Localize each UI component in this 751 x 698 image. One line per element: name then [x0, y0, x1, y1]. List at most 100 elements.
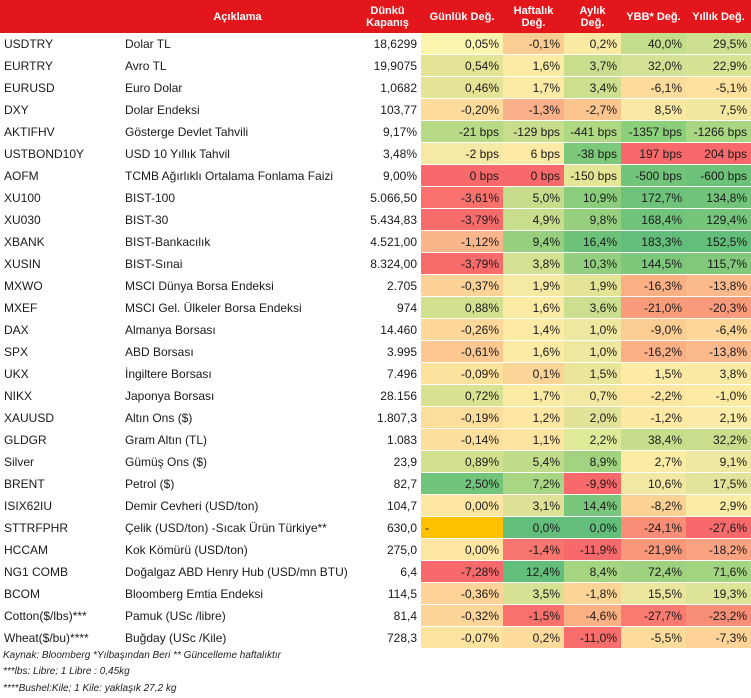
row-ytd-change: 183,3%	[621, 230, 686, 253]
row-daily-change: -2 bps	[421, 142, 503, 165]
row-monthly-change: -9,9%	[564, 472, 621, 495]
row-daily-change: -0,32%	[421, 604, 503, 627]
row-ytd-change: -5,5%	[621, 626, 686, 649]
row-monthly-change: 0,2%	[564, 33, 621, 55]
table-row: BRENT Petrol ($) 82,7 2,50% 7,2% -9,9% 10,6% 17…	[0, 472, 751, 495]
row-code: XUSIN	[0, 252, 121, 275]
row-daily-change: -21 bps	[421, 120, 503, 143]
row-daily-change: 0 bps	[421, 164, 503, 187]
row-close: 114,5	[354, 582, 421, 605]
row-close: 1.807,3	[354, 406, 421, 429]
row-description: Bloomberg Emtia Endeksi	[121, 582, 354, 605]
row-close: 6,4	[354, 560, 421, 583]
row-ytd-change: -6,1%	[621, 76, 686, 99]
row-close: 630,0	[354, 516, 421, 539]
row-close: 23,9	[354, 450, 421, 473]
row-monthly-change: 3,6%	[564, 296, 621, 319]
row-monthly-change: 10,3%	[564, 252, 621, 275]
row-daily-change: 0,89%	[421, 450, 503, 473]
row-weekly-change: 1,9%	[503, 274, 564, 297]
row-ytd-change: -8,2%	[621, 494, 686, 517]
row-code: STTRFPHR	[0, 516, 121, 539]
row-ytd-change: 38,4%	[621, 428, 686, 451]
row-code: BCOM	[0, 582, 121, 605]
row-monthly-change: -1,8%	[564, 582, 621, 605]
row-monthly-change: -150 bps	[564, 164, 621, 187]
row-daily-change: 0,54%	[421, 54, 503, 77]
header-yearly: Yıllık Değ.	[686, 0, 751, 33]
row-description: MSCI Dünya Borsa Endeksi	[121, 274, 354, 297]
row-close: 19,9075	[354, 54, 421, 77]
row-ytd-change: -16,2%	[621, 340, 686, 363]
row-yearly-change: 2,9%	[686, 494, 751, 517]
row-code: HCCAM	[0, 538, 121, 561]
row-description: Buğday (USc /Kile)	[121, 626, 354, 649]
row-ytd-change: -21,0%	[621, 296, 686, 319]
row-yearly-change: 134,8%	[686, 186, 751, 209]
row-yearly-change: 19,3%	[686, 582, 751, 605]
table-row: EURTRY Avro TL 19,9075 0,54% 1,6% 3,7% 32,0% 22…	[0, 54, 751, 77]
table-row: SPX ABD Borsası 3.995 -0,61% 1,6% 1,0% -16,2% -…	[0, 340, 751, 363]
table-row: Wheat($/bu)**** Buğday (USc /Kile) 728,3 -0…	[0, 626, 751, 649]
table-body: USDTRY Dolar TL 18,6299 0,05% -0,1% 0,2% 40,0%…	[0, 33, 751, 649]
row-code: BRENT	[0, 472, 121, 495]
row-daily-change: -0,14%	[421, 428, 503, 451]
row-weekly-change: 0,1%	[503, 362, 564, 385]
row-weekly-change: -1,4%	[503, 538, 564, 561]
row-weekly-change: 3,5%	[503, 582, 564, 605]
row-weekly-change: -1,3%	[503, 98, 564, 121]
row-daily-change: -3,79%	[421, 208, 503, 231]
header-ytd: YBB* Değ.	[621, 0, 686, 33]
table-row: Silver Gümüş Ons ($) 23,9 0,89% 5,4% 8,9% 2,7%…	[0, 450, 751, 473]
row-ytd-change: -500 bps	[621, 164, 686, 187]
row-ytd-change: -2,2%	[621, 384, 686, 407]
row-daily-change: -0,36%	[421, 582, 503, 605]
row-close: 4.521,00	[354, 230, 421, 253]
row-yearly-change: 204 bps	[686, 142, 751, 165]
row-monthly-change: -2,7%	[564, 98, 621, 121]
row-code: DAX	[0, 318, 121, 341]
row-ytd-change: 8,5%	[621, 98, 686, 121]
row-code: EURUSD	[0, 76, 121, 99]
row-weekly-change: -0,1%	[503, 33, 564, 55]
row-monthly-change: -441 bps	[564, 120, 621, 143]
row-close: 5.066,50	[354, 186, 421, 209]
header-description: Açıklama	[121, 0, 354, 33]
row-ytd-change: -24,1%	[621, 516, 686, 539]
row-daily-change: 0,46%	[421, 76, 503, 99]
row-code: MXWO	[0, 274, 121, 297]
row-description: Gösterge Devlet Tahvili	[121, 120, 354, 143]
row-ytd-change: -1357 bps	[621, 120, 686, 143]
row-description: USD 10 Yıllık Tahvil	[121, 142, 354, 165]
row-close: 2.705	[354, 274, 421, 297]
row-daily-change: 0,05%	[421, 33, 503, 55]
table-row: HCCAM Kok Kömürü (USD/ton) 275,0 0,00% -1,4%…	[0, 538, 751, 561]
row-yearly-change: -7,3%	[686, 626, 751, 649]
row-weekly-change: 9,4%	[503, 230, 564, 253]
row-close: 7.496	[354, 362, 421, 385]
table-row: XU030 BIST-30 5.434,83 -3,79% 4,9% 9,8% 168,4%…	[0, 208, 751, 231]
row-monthly-change: 8,4%	[564, 560, 621, 583]
row-ytd-change: -1,2%	[621, 406, 686, 429]
row-ytd-change: 144,5%	[621, 252, 686, 275]
row-monthly-change: 0,7%	[564, 384, 621, 407]
row-yearly-change: -1,0%	[686, 384, 751, 407]
row-yearly-change: 2,1%	[686, 406, 751, 429]
row-yearly-change: 71,6%	[686, 560, 751, 583]
row-monthly-change: 1,0%	[564, 340, 621, 363]
row-weekly-change: 6 bps	[503, 142, 564, 165]
row-code: NIKX	[0, 384, 121, 407]
row-yearly-change: 32,2%	[686, 428, 751, 451]
market-table: Açıklama Dünkü Kapanış Günlük Değ. Hafta…	[0, 0, 751, 649]
row-daily-change: -0,19%	[421, 406, 503, 429]
row-close: 9,00%	[354, 164, 421, 187]
table-row: XU100 BIST-100 5.066,50 -3,61% 5,0% 10,9% 172,…	[0, 186, 751, 209]
row-close: 18,6299	[354, 33, 421, 55]
row-yearly-change: 7,5%	[686, 98, 751, 121]
row-ytd-change: -9,0%	[621, 318, 686, 341]
row-monthly-change: 1,5%	[564, 362, 621, 385]
row-code: XAUUSD	[0, 406, 121, 429]
row-ytd-change: 197 bps	[621, 142, 686, 165]
row-code: USDTRY	[0, 33, 121, 55]
